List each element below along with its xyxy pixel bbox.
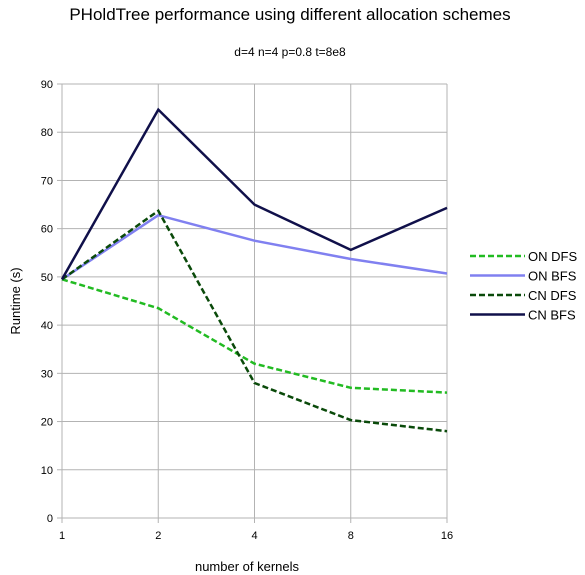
y-tick-label: 90	[41, 79, 53, 91]
legend-label: ON DFS	[528, 249, 577, 264]
y-tick-label: 70	[41, 175, 53, 187]
chart-subtitle: d=4 n=4 p=0.8 t=8e8	[234, 45, 346, 59]
x-tick-label: 4	[251, 530, 257, 542]
y-tick-label: 10	[41, 465, 53, 477]
y-axis-ticks: 0 10 20 30 40 50 60 70 80 90	[41, 79, 62, 525]
x-tick-label: 2	[155, 530, 161, 542]
series-line-on-bfs	[61, 213, 448, 281]
series-line-cn-dfs	[61, 208, 448, 433]
legend: ON DFS ON BFS CN DFS CN BFS	[470, 249, 577, 323]
series-lines	[60, 107, 448, 433]
gridlines	[61, 83, 448, 519]
x-axis-title: number of kernels	[195, 559, 300, 574]
y-tick-label: 20	[41, 417, 53, 429]
y-tick-label: 60	[41, 224, 53, 236]
y-axis-title: Runtime (s)	[8, 267, 23, 334]
x-axis-ticks: 1 2 4 8 16	[59, 518, 453, 542]
x-tick-label: 8	[348, 530, 354, 542]
x-tick-label: 1	[59, 530, 65, 542]
y-tick-label: 50	[41, 272, 53, 284]
y-tick-label: 30	[41, 368, 53, 380]
y-tick-label: 80	[41, 127, 53, 139]
y-tick-label: 40	[41, 320, 53, 332]
legend-label: ON BFS	[528, 269, 577, 284]
series-line-cn-bfs	[60, 107, 448, 280]
chart-title: PHoldTree performance using different al…	[69, 5, 510, 24]
legend-label: CN DFS	[528, 288, 577, 303]
series-line-on-dfs	[61, 278, 448, 394]
legend-label: CN BFS	[528, 308, 576, 323]
x-tick-label: 16	[441, 530, 453, 542]
y-tick-label: 0	[47, 513, 53, 525]
